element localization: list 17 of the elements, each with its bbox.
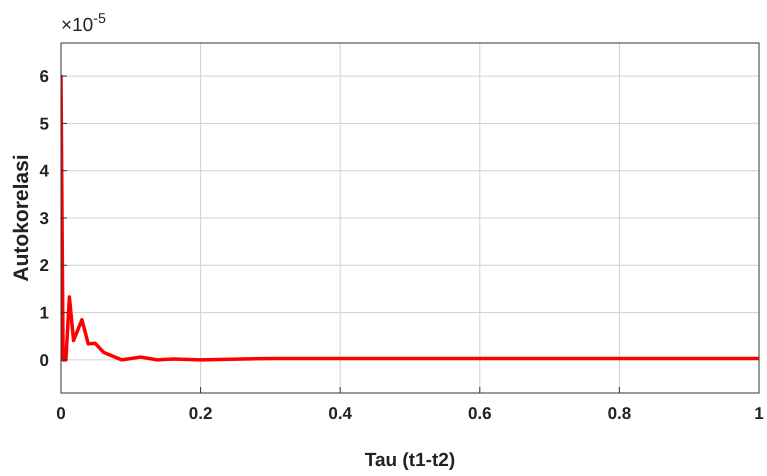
y-tick-label: 1 <box>40 304 49 323</box>
x-tick-label: 0.4 <box>328 404 353 423</box>
y-tick-label: 6 <box>40 67 49 86</box>
y-tick-label: 5 <box>40 114 49 134</box>
x-tick-label: 0 <box>56 404 66 423</box>
x-tick-label: 0.2 <box>188 404 212 423</box>
y-axis-title: Autokorelasi <box>10 154 33 282</box>
x-tick-label: 0.6 <box>468 404 492 423</box>
text: ×10$^{-5}$ <box>61 11 106 36</box>
x-axis-title: Tau (t1-t2) <box>364 450 456 471</box>
line-series <box>61 74 759 362</box>
x-tick-label: 0.8 <box>608 404 632 423</box>
y-tick-label: 2 <box>40 256 49 276</box>
y-tick-label: 4 <box>40 162 50 181</box>
x-tick-label: 1 <box>754 404 764 423</box>
y-tick-label: 3 <box>40 208 49 228</box>
y-tick-label: 0 <box>40 350 49 370</box>
